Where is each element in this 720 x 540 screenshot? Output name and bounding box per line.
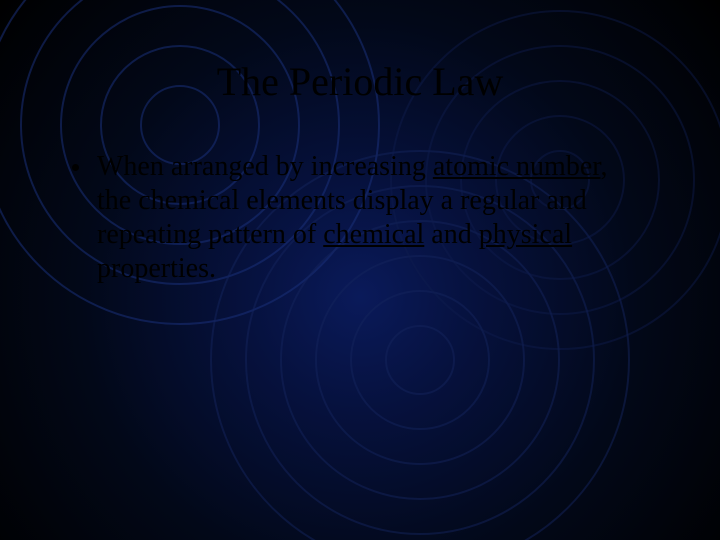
slide-body: When arranged by increasing atomic numbe… [72,150,632,287]
text-segment: and [424,219,478,250]
bullet-dot-icon [72,164,79,171]
text-segment: When arranged by increasing [97,151,433,182]
bullet-text: When arranged by increasing atomic numbe… [97,150,632,287]
ring [385,325,455,395]
underlined-term: physical [479,219,572,250]
underlined-term: chemical [323,219,424,250]
underlined-term: atomic number [433,151,601,182]
slide-title: The Periodic Law [0,58,720,105]
ring [350,290,490,430]
bullet-item: When arranged by increasing atomic numbe… [72,150,632,287]
slide: The Periodic Law When arranged by increa… [0,0,720,540]
text-segment: properties. [97,253,216,284]
